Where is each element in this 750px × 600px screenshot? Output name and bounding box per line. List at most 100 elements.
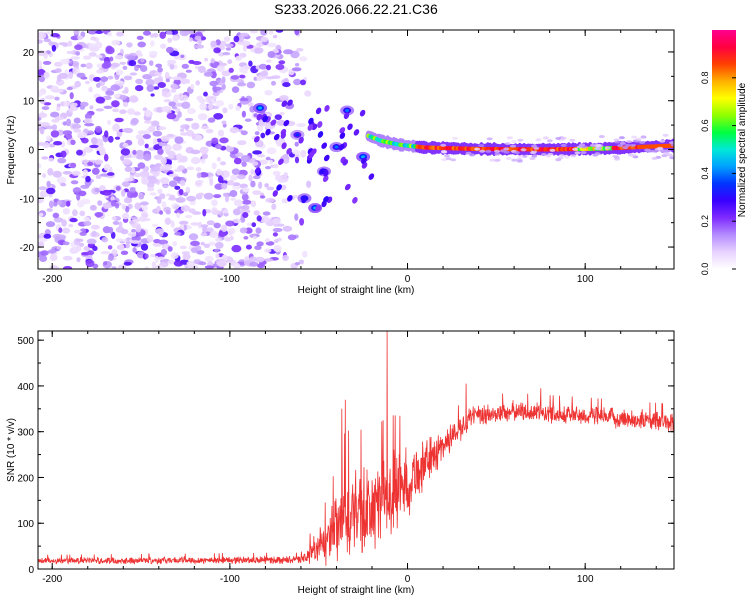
noise-blob <box>233 35 240 43</box>
noise-blob <box>46 135 51 142</box>
noise-blob <box>204 255 214 262</box>
noise-blob <box>108 135 114 143</box>
noise-blob <box>149 192 157 196</box>
noise-blob <box>60 182 67 187</box>
noise-blob <box>221 70 231 77</box>
noise-blob <box>42 60 52 65</box>
noise-blob <box>112 124 120 132</box>
noise-blob <box>94 125 102 133</box>
noise-blob <box>108 226 114 234</box>
noise-blob <box>265 166 271 170</box>
sideband-blob <box>529 157 536 161</box>
sideband-blob <box>631 135 638 139</box>
sideband-blob <box>530 150 537 154</box>
y-tick-label: 400 <box>17 382 34 393</box>
noise-blob <box>87 250 95 256</box>
noise-blob <box>50 130 60 138</box>
noise-blob <box>202 225 208 233</box>
noise-blob <box>103 203 110 210</box>
noise-blob <box>39 237 48 242</box>
noise-blob <box>190 247 198 254</box>
noise-blob <box>224 195 230 203</box>
noise-blob <box>142 74 153 80</box>
noise-blob <box>97 200 103 206</box>
noise-blob <box>210 58 216 64</box>
noise-blob <box>88 30 97 35</box>
noise-blob <box>282 225 293 232</box>
noise-blob <box>166 112 177 120</box>
noise-blob <box>61 219 67 227</box>
noise-blob <box>145 79 155 86</box>
noise-blob <box>69 247 79 254</box>
noise-blob <box>47 249 57 254</box>
noise-blob <box>126 42 133 48</box>
x-tick-label: 0 <box>405 574 411 585</box>
noise-blob <box>85 259 95 268</box>
noise-blob <box>83 246 89 251</box>
noise-blob <box>137 130 148 135</box>
noise-blob <box>179 180 186 187</box>
noise-blob <box>139 170 150 178</box>
noise-blob <box>180 54 185 59</box>
noise-blob <box>193 44 201 49</box>
noise-blob <box>278 60 286 65</box>
chirp-streak <box>347 123 353 131</box>
noise-blob <box>140 65 148 72</box>
chirp-streak <box>308 117 314 125</box>
noise-blob <box>69 217 78 223</box>
noise-blob <box>208 102 214 111</box>
figure-title: S233.2026.066.22.21.C36 <box>274 1 438 17</box>
noise-blob <box>52 89 62 93</box>
noise-blob <box>254 245 262 250</box>
x-tick-label: 100 <box>577 574 594 585</box>
noise-blob <box>46 31 51 35</box>
noise-blob <box>210 40 217 48</box>
noise-blob <box>135 85 144 92</box>
sideband-blob <box>494 149 501 153</box>
noise-blob <box>181 101 191 109</box>
noise-blob <box>86 238 97 245</box>
noise-blob <box>135 50 142 56</box>
noise-blob <box>213 194 222 199</box>
noise-blob <box>211 199 218 207</box>
noise-blob <box>179 245 187 250</box>
noise-blob <box>293 78 302 86</box>
noise-blob <box>140 58 145 63</box>
noise-blob <box>215 100 225 107</box>
sideband-blob <box>662 133 669 137</box>
noise-blob <box>166 30 173 35</box>
noise-blob <box>75 51 81 56</box>
noise-blob <box>213 113 224 120</box>
noise-blob <box>170 83 178 90</box>
noise-blob <box>258 63 268 70</box>
noise-blob <box>38 60 43 67</box>
noise-blob <box>54 96 60 101</box>
noise-blob <box>153 154 163 160</box>
noise-blob <box>200 232 208 237</box>
noise-blob <box>256 154 266 158</box>
noise-blob <box>220 170 230 178</box>
sideband-blob <box>572 147 579 151</box>
sideband-blob <box>569 138 576 142</box>
sideband-blob <box>505 156 512 160</box>
noise-blob <box>123 197 133 204</box>
noise-blob <box>230 197 236 201</box>
noise-blob <box>114 117 124 123</box>
noise-blob <box>68 71 74 79</box>
noise-blob <box>186 195 197 202</box>
noise-blob <box>245 244 252 250</box>
noise-blob <box>298 259 304 265</box>
noise-blob <box>217 129 225 137</box>
noise-blob <box>68 107 74 113</box>
noise-blob <box>144 143 149 149</box>
sideband-blob <box>622 146 629 150</box>
noise-blob <box>180 77 188 85</box>
noise-blob <box>99 173 110 177</box>
noise-blob <box>78 242 85 247</box>
noise-blob <box>266 147 277 155</box>
noise-blob <box>294 141 299 147</box>
noise-blob <box>48 157 54 162</box>
sideband-blob <box>651 149 658 153</box>
chirp-streak <box>262 115 269 123</box>
noise-blob <box>199 102 207 111</box>
